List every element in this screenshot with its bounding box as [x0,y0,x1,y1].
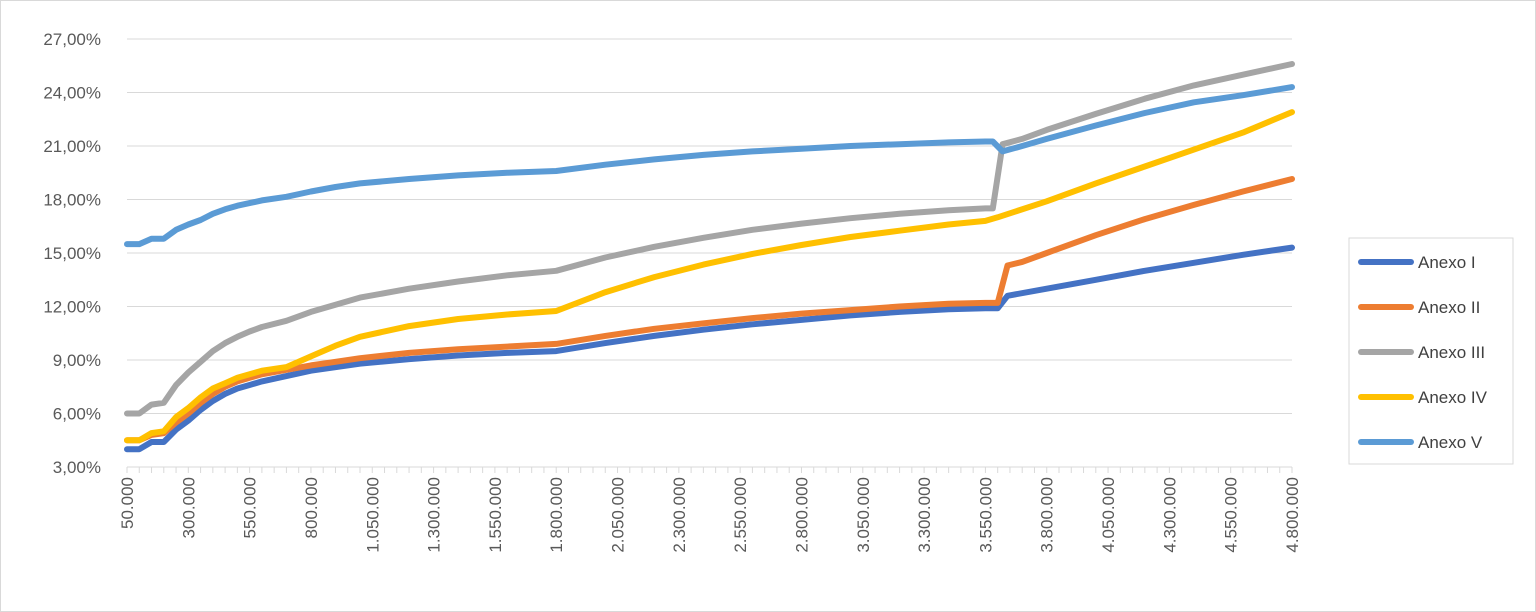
legend: Anexo I Anexo II Anexo III Anexo IV Anexo V [1348,237,1514,465]
y-tick-label: 18,00% [43,191,101,210]
x-tick-label: 4.550.000 [1222,477,1241,553]
x-tick-label: 1.050.000 [363,477,382,553]
legend-label: Anexo V [1418,433,1483,452]
series-line-anexo-iii [124,61,1295,417]
x-axis [126,466,1293,473]
x-tick-label: 800.000 [302,477,321,538]
legend-label: Anexo III [1418,343,1485,362]
y-tick-label: 6,00% [53,405,101,424]
y-tick-label: 9,00% [53,351,101,370]
x-tick-label: 2.550.000 [731,477,750,553]
x-tick-label: 2.050.000 [609,477,628,553]
x-tick-label: 550.000 [241,477,260,538]
y-tick-label: 27,00% [43,30,101,49]
y-tick-label: 24,00% [43,84,101,103]
x-tick-label: 3.800.000 [1038,477,1057,553]
x-tick-label: 50.000 [118,477,137,529]
x-tick-label: 4.300.000 [1160,477,1179,553]
x-tick-label: 1.800.000 [547,477,566,553]
legend-label: Anexo II [1418,298,1480,317]
x-tick-label: 1.300.000 [425,477,444,553]
x-tick-label: 2.800.000 [792,477,811,553]
x-tick-label: 1.550.000 [486,477,505,553]
series-line-anexo-i [124,244,1295,453]
y-tick-label: 12,00% [43,298,101,317]
series-line-anexo-iv [124,109,1295,444]
series-line-anexo-v [124,84,1295,248]
x-tick-label: 2.300.000 [670,477,689,553]
series-line-anexo-ii [124,176,1295,444]
legend-label: Anexo I [1418,253,1476,272]
legend-label: Anexo IV [1418,388,1488,407]
y-tick-label: 3,00% [53,458,101,477]
x-tick-label: 3.050.000 [854,477,873,553]
x-tick-label: 3.300.000 [915,477,934,553]
x-tick-label: 4.800.000 [1283,477,1302,553]
y-axis-tick-labels: 3,00% 6,00% 9,00% 12,00% 15,00% 18,00% 21,00% 2… [43,30,101,477]
y-tick-label: 15,00% [43,244,101,263]
x-tick-label: 3.550.000 [976,477,995,553]
x-tick-label: 300.000 [179,477,198,538]
series-lines [124,61,1295,453]
gridlines [127,38,1292,468]
x-axis-tick-labels: 50.000 300.000 550.000 800.000 1.050.000 1.30… [118,477,1302,553]
y-tick-label: 21,00% [43,137,101,156]
x-tick-label: 4.050.000 [1099,477,1118,553]
